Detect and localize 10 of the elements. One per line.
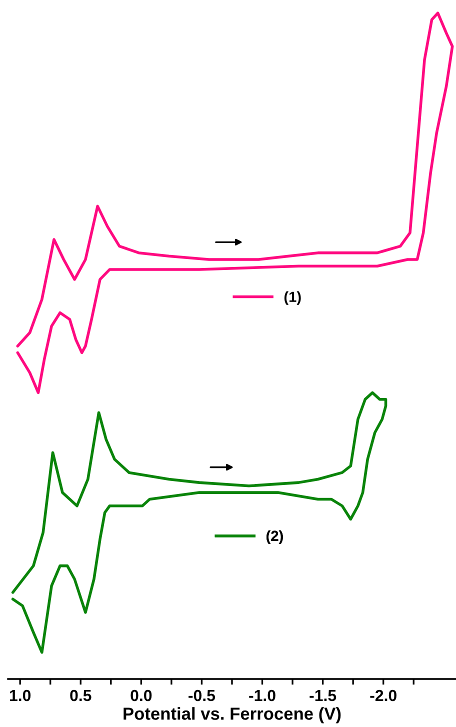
legend-label: (1) [284,291,301,305]
x-tick-label: 0.0 [130,690,152,702]
x-tick-label: -0.5 [188,690,216,702]
x-tick-label: -1.0 [249,690,276,702]
x-tick-label: 1.0 [10,690,31,702]
x-tick-label: -1.5 [310,690,336,702]
x-axis-title: Potential vs. Ferrocene (V) [124,707,341,724]
legend-label: (2) [266,530,283,544]
x-tick-label: -2.0 [370,690,396,702]
x-tick-label: 0.5 [70,690,92,702]
